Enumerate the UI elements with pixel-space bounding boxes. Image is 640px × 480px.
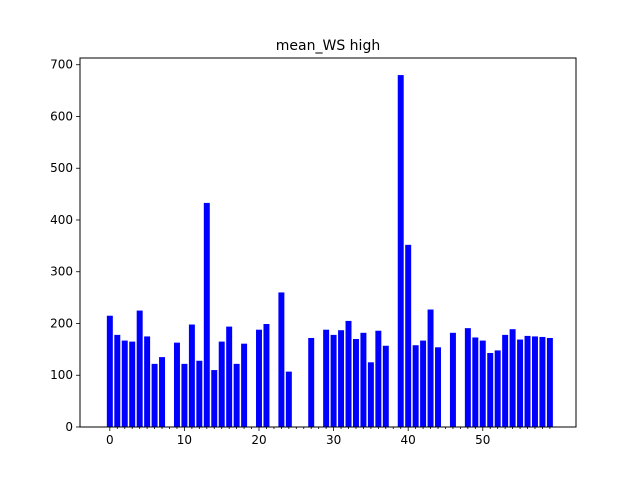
y-tick-label: 100	[50, 368, 73, 382]
bar-56	[524, 335, 531, 427]
bar-14	[211, 370, 218, 427]
bar-10	[181, 363, 188, 427]
bar-59	[546, 337, 553, 427]
bar-16	[226, 326, 233, 427]
y-tick-label: 200	[50, 316, 73, 330]
bar-21	[263, 324, 270, 427]
bar-7	[159, 357, 166, 427]
bar-5	[144, 336, 151, 427]
x-tick-label: 50	[475, 433, 490, 447]
y-tick-label: 0	[65, 420, 73, 434]
y-tick-label: 500	[50, 161, 73, 175]
bar-0	[106, 315, 113, 427]
y-tick-label: 700	[50, 58, 73, 72]
bar-57	[531, 336, 538, 427]
bar-20	[256, 329, 262, 427]
y-axis-ticks: 0 100 200 300 400 500 600 700	[50, 58, 80, 434]
bar-41	[412, 345, 419, 427]
x-tick-label: 10	[177, 433, 192, 447]
bar-42	[420, 340, 427, 427]
y-tick-label: 400	[50, 213, 73, 227]
bar-36	[375, 330, 382, 427]
plot-area-frame	[79, 57, 577, 428]
bar-1	[114, 334, 121, 427]
bar-53	[502, 334, 509, 427]
bar-33	[352, 339, 359, 427]
x-tick-label: 20	[251, 433, 266, 447]
x-axis-ticks: 0 10 20 30 40 50	[106, 427, 551, 447]
bar-46	[449, 332, 456, 427]
bar-6	[151, 363, 158, 427]
bar-49	[472, 337, 479, 427]
bar-48	[464, 328, 471, 427]
x-tick-label: 0	[106, 433, 114, 447]
bar-17	[233, 363, 240, 427]
bar-13	[203, 202, 210, 427]
bar-4	[136, 310, 143, 427]
bar-40	[405, 244, 412, 427]
bar-43	[427, 309, 434, 427]
bar-51	[487, 352, 494, 427]
x-tick-label: 40	[401, 433, 416, 447]
bar-24	[285, 371, 292, 427]
y-tick-label: 600	[50, 109, 73, 123]
bar-54	[509, 329, 516, 427]
bar-27	[308, 337, 315, 427]
x-tick-label: 30	[326, 433, 341, 447]
bar-18	[241, 343, 248, 427]
chart-title: mean_WS high	[276, 38, 380, 54]
bar-50	[479, 340, 486, 427]
bar-12	[196, 360, 203, 427]
bar-29	[323, 329, 330, 427]
bar-35	[367, 362, 374, 427]
bar-30	[330, 334, 337, 427]
bar-37	[382, 345, 389, 427]
bar-52	[494, 350, 501, 427]
bar-58	[539, 336, 546, 427]
bar-2	[121, 340, 128, 427]
bar-11	[188, 324, 195, 427]
bar-44	[435, 347, 441, 427]
y-tick-label: 300	[50, 265, 73, 279]
bar-9	[173, 342, 180, 427]
bar-31	[338, 330, 345, 427]
bar-39	[397, 75, 404, 427]
bar-15	[218, 341, 225, 427]
bar-32	[345, 320, 352, 427]
bar-23	[278, 292, 285, 427]
bar-34	[360, 332, 367, 427]
bar-55	[517, 339, 524, 427]
bars-group	[106, 75, 553, 427]
bar-3	[129, 341, 136, 427]
